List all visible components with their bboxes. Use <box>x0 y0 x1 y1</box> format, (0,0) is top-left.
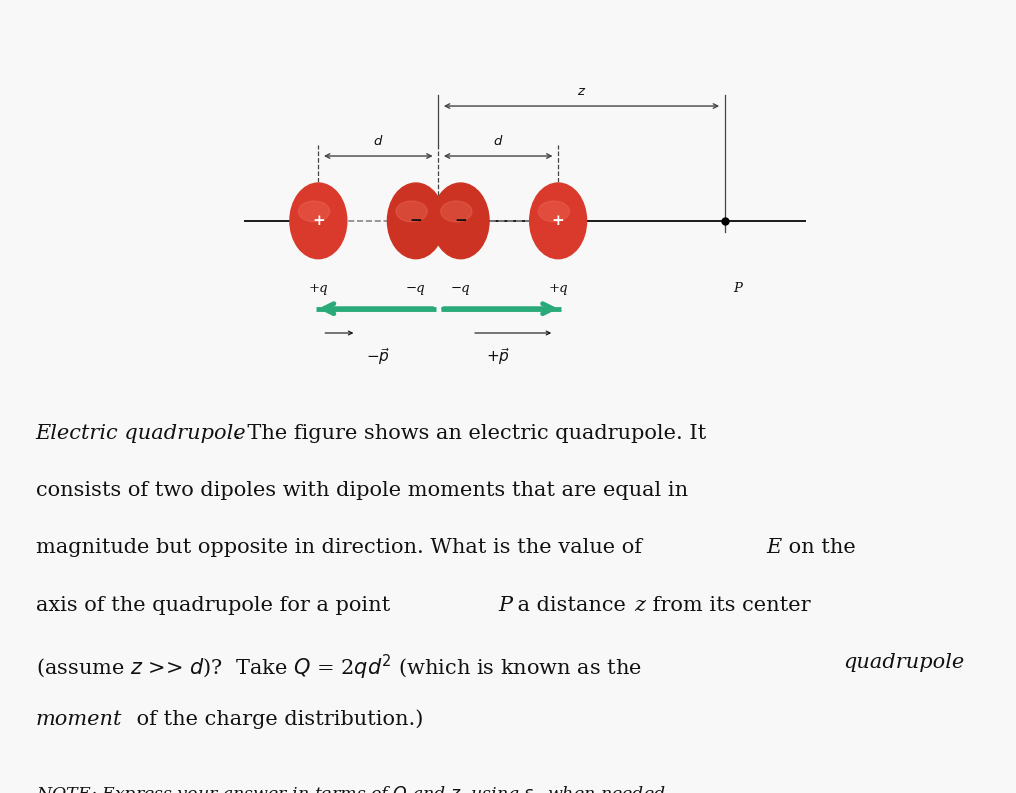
Text: (assume $z$ >> $d$)?  Take $Q$ = 2$qd^2$ (which is known as the: (assume $z$ >> $d$)? Take $Q$ = 2$qd^2$ … <box>36 653 642 682</box>
Ellipse shape <box>396 201 428 222</box>
Text: E: E <box>766 538 781 557</box>
Ellipse shape <box>387 183 444 259</box>
Ellipse shape <box>432 183 489 259</box>
Text: +: + <box>552 214 565 228</box>
Text: a distance: a distance <box>511 596 633 615</box>
Text: $+\vec{p}$: $+\vec{p}$ <box>487 347 510 367</box>
Text: +q: +q <box>549 282 568 295</box>
Ellipse shape <box>538 201 570 222</box>
Text: P: P <box>733 282 742 295</box>
Text: consists of two dipoles with dipole moments that are equal in: consists of two dipoles with dipole mome… <box>36 481 688 500</box>
Text: −q: −q <box>451 282 470 295</box>
Text: Electric quadrupole: Electric quadrupole <box>36 424 246 443</box>
Text: −: − <box>454 214 467 228</box>
Text: moment: moment <box>36 710 122 729</box>
Text: NOTE: Express your answer in terms of $Q$ and $z$, using $\epsilon_0$ when neede: NOTE: Express your answer in terms of $Q… <box>36 784 670 793</box>
Text: $d$: $d$ <box>493 134 503 148</box>
Ellipse shape <box>529 183 586 259</box>
Text: quadrupole: quadrupole <box>843 653 964 672</box>
Text: z: z <box>634 596 645 615</box>
Text: from its center: from its center <box>646 596 811 615</box>
Text: −q: −q <box>406 282 426 295</box>
Text: on the: on the <box>782 538 856 557</box>
Text: +q: +q <box>309 282 328 295</box>
Ellipse shape <box>290 183 346 259</box>
Text: of the charge distribution.): of the charge distribution.) <box>130 710 424 730</box>
Text: −: − <box>409 214 423 228</box>
Text: $z$: $z$ <box>577 85 586 98</box>
Text: +: + <box>312 214 325 228</box>
Text: magnitude but opposite in direction. What is the value of: magnitude but opposite in direction. Wha… <box>36 538 648 557</box>
Text: $d$: $d$ <box>373 134 383 148</box>
Ellipse shape <box>441 201 472 222</box>
Ellipse shape <box>299 201 330 222</box>
Text: . The figure shows an electric quadrupole. It: . The figure shows an electric quadrupol… <box>234 424 706 443</box>
Text: axis of the quadrupole for a point: axis of the quadrupole for a point <box>36 596 396 615</box>
Text: P: P <box>498 596 512 615</box>
Text: $-\vec{p}$: $-\vec{p}$ <box>367 347 390 367</box>
